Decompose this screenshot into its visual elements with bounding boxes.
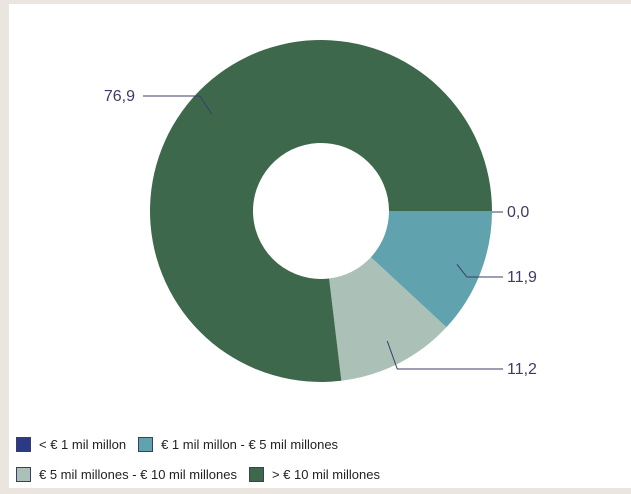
legend-swatch-5-10bn xyxy=(16,466,31,482)
legend: < € 1 mil millon € 1 mil millon - € 5 mi… xyxy=(16,434,616,494)
legend-label-lt-1bn: < € 1 mil millon xyxy=(39,436,127,452)
donut-chart: 0,0 11,9 11,2 76,9 xyxy=(104,39,537,383)
legend-row-2: € 5 mil millones - € 10 mil millones > €… xyxy=(16,464,616,484)
data-label-gt-10bn: 76,9 xyxy=(104,88,135,105)
legend-row-1: < € 1 mil millon € 1 mil millon - € 5 mi… xyxy=(16,434,616,454)
leader-line-5-10bn xyxy=(386,340,503,370)
legend-label-5-10bn: € 5 mil millones - € 10 mil millones xyxy=(39,466,237,482)
data-label-lt-1bn: 0,0 xyxy=(507,204,529,221)
legend-item-gt-10bn[interactable]: > € 10 mil millones xyxy=(248,466,380,482)
chart-card: 0,0 11,9 11,2 76,9 < € 1 mil millon € 1 mil… xyxy=(9,4,631,488)
legend-swatch-gt-10bn xyxy=(248,466,264,482)
legend-item-lt-1bn[interactable]: < € 1 mil millon xyxy=(16,436,127,452)
legend-label-1-5bn: € 1 mil millon - € 5 mil millones xyxy=(161,436,339,452)
leader-line-1-5bn xyxy=(456,264,503,278)
data-label-1-5bn: 11,9 xyxy=(507,269,537,286)
legend-item-5-10bn[interactable]: € 5 mil millones - € 10 mil millones xyxy=(16,466,237,482)
slice-gt-10bn[interactable] xyxy=(150,39,492,383)
legend-label-gt-10bn: > € 10 mil millones xyxy=(271,466,380,482)
legend-swatch-1-5bn xyxy=(138,436,154,452)
legend-swatch-lt-1bn xyxy=(16,436,31,452)
data-label-5-10bn: 11,2 xyxy=(507,361,537,378)
legend-item-1-5bn[interactable]: € 1 mil millon - € 5 mil millones xyxy=(138,436,339,452)
slice-1-5bn[interactable] xyxy=(370,211,492,328)
slice-5-10bn[interactable] xyxy=(329,257,447,381)
leader-line-gt-10bn xyxy=(143,95,213,115)
